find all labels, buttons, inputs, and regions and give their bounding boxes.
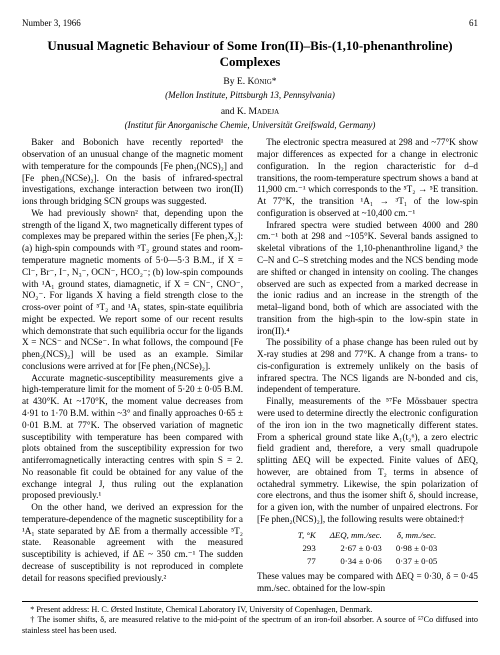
paragraph: We had previously shown² that, depending… — [22, 208, 243, 373]
paragraph: Finally, measurements of the ⁵⁷Fe Mössba… — [257, 396, 478, 525]
table-header: ΔEQ, mm./sec. — [324, 530, 388, 541]
results-table: T, °K ΔEQ, mm./sec. δ, mm./sec. 293 2·67… — [290, 528, 446, 570]
and-label: and — [221, 107, 235, 117]
paragraph: These values may be compared with ΔEQ = … — [257, 571, 478, 595]
table-cell: 0·37 ± 0·05 — [390, 556, 443, 567]
author-1: E. König* — [237, 77, 277, 87]
footnotes: * Present address: H. C. Ørsted Institut… — [22, 601, 478, 637]
by-label: By — [223, 77, 234, 87]
article-body: Baker and Bobonich have recently reporte… — [22, 137, 478, 595]
paragraph: On the other hand, we derived an express… — [22, 502, 243, 584]
affiliation-2: (Institut für Anorganische Chemie, Unive… — [22, 120, 478, 132]
footnote: * Present address: H. C. Ørsted Institut… — [22, 605, 478, 616]
table-cell: 0·98 ± 0·03 — [390, 543, 443, 554]
table-cell: 77 — [292, 556, 322, 567]
table-cell: 293 — [292, 543, 322, 554]
table-cell: 2·67 ± 0·03 — [324, 543, 388, 554]
article-title: Unusual Magnetic Behaviour of Some Iron(… — [22, 38, 478, 71]
author-2: K. Madeja — [237, 107, 279, 117]
paragraph: Baker and Bobonich have recently reporte… — [22, 137, 243, 208]
paragraph: Accurate magnetic-susceptibility measure… — [22, 373, 243, 502]
issue-label: Number 3, 1966 — [22, 18, 81, 30]
table-cell: 0·34 ± 0·06 — [324, 556, 388, 567]
footnote: † The isomer shifts, δ, are measured rel… — [22, 615, 478, 636]
affiliation-1: (Mellon Institute, Pittsburgh 13, Pennsy… — [22, 90, 478, 102]
paragraph: The electronic spectra measured at 298 a… — [257, 137, 478, 219]
table-header: T, °K — [292, 530, 322, 541]
paragraph: The possibility of a phase change has be… — [257, 337, 478, 396]
paragraph: Infrared spectra were studied between 40… — [257, 220, 478, 338]
page-number: 61 — [469, 18, 478, 30]
table-header: δ, mm./sec. — [390, 530, 443, 541]
